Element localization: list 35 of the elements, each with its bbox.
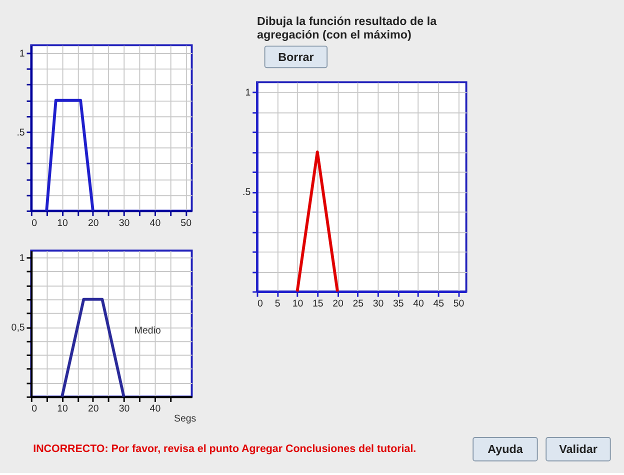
text: Borrar (278, 50, 314, 64)
x-tick-label: 40 (413, 298, 424, 310)
x-tick-label: 10 (57, 218, 69, 229)
x-tick-label: 50 (453, 298, 465, 310)
x-tick-label: 30 (118, 404, 130, 415)
x-axis-title: Segs (174, 413, 196, 424)
text: INCORRECTO: Por favor, revisa el punto Agregar Conclusiones del tutorial. (33, 443, 416, 456)
x-tick-label: 45 (433, 298, 444, 310)
chart-title: Dibuja la función resultado de la agregación (con el máximo) (257, 14, 438, 42)
y-tick-label: 0,5 (11, 322, 25, 334)
x-tick-label: 10 (57, 404, 69, 415)
y-tick-label: .5 (242, 187, 251, 198)
text: Ayuda (488, 443, 524, 456)
text: Validar (559, 443, 598, 456)
x-tick-label: 40 (150, 218, 162, 229)
x-tick-label: 20 (88, 218, 100, 229)
x-tick-label: 40 (150, 404, 162, 415)
text: Medio (134, 325, 161, 336)
x-tick-label: 20 (332, 298, 344, 310)
y-tick-label: 1 (19, 252, 25, 264)
x-tick-label: 25 (352, 298, 364, 310)
x-tick-label: 10 (292, 298, 304, 310)
x-tick-label: 30 (118, 218, 130, 229)
x-tick-label: 50 (180, 218, 192, 229)
y-tick-label: 1 (245, 88, 251, 99)
x-tick-label: 0 (32, 218, 38, 229)
x-tick-label: 0 (257, 298, 264, 310)
x-tick-label: 5 (274, 298, 280, 310)
x-tick-label: 15 (312, 298, 324, 310)
x-tick-label: 0 (32, 404, 38, 415)
x-tick-label: 30 (372, 298, 384, 310)
y-tick-label: .5 (16, 127, 25, 138)
y-tick-label: 1 (19, 48, 25, 60)
x-tick-label: 35 (392, 298, 404, 310)
x-tick-label: 20 (88, 404, 100, 415)
